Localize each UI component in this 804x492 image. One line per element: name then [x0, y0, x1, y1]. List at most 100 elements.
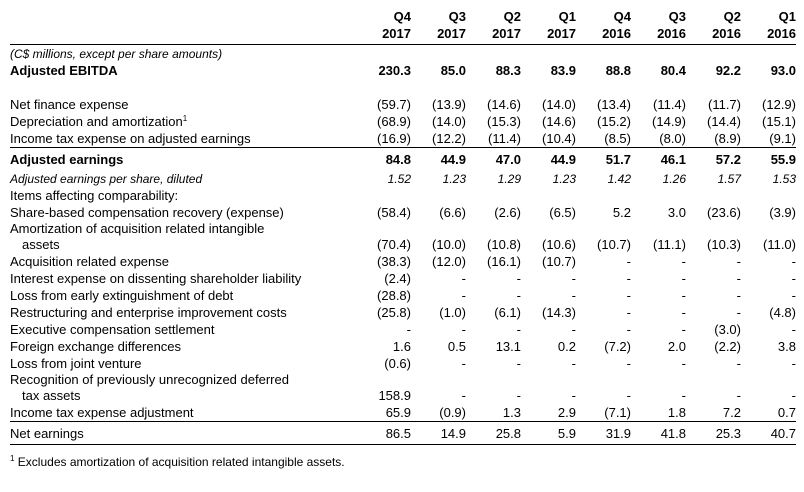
- value-cell: (16.1): [487, 254, 521, 269]
- value-cell: -: [461, 356, 466, 371]
- footnote-text: Excludes amortization of acquisition rel…: [17, 455, 345, 469]
- table-row: Income tax expense on adjusted earnings (…: [10, 130, 796, 148]
- value-cell: -: [791, 271, 796, 286]
- value-cell: (70.4): [377, 237, 411, 252]
- row-label-text: Adjusted earnings: [10, 152, 124, 167]
- value-cell: -: [736, 271, 741, 286]
- value-cell: -: [626, 305, 631, 320]
- value-cell: -: [626, 322, 631, 337]
- value-cell: (6.6): [439, 205, 466, 220]
- column-year: 2016: [686, 25, 741, 45]
- row-label-text: Items affecting comparability:: [10, 188, 179, 203]
- value-cell: 1.29: [497, 172, 521, 186]
- value-cell: -: [461, 288, 466, 303]
- column-year: 2017: [521, 25, 576, 45]
- table-row: Depreciation and amortization1 (68.9) (14.…: [10, 113, 796, 130]
- column-year: 2017: [411, 25, 466, 45]
- table-row: Adjusted EBITDA 230.3 85.0 88.3 83.9 88.8 80.4…: [10, 62, 796, 79]
- value-cell: (10.6): [542, 237, 576, 252]
- header-blank: [10, 25, 356, 45]
- value-cell: -: [736, 305, 741, 320]
- value-cell: -: [791, 356, 796, 371]
- table-row: Share-based compensation recovery (expen…: [10, 204, 796, 221]
- row-label-text: Share-based compensation recovery (expen…: [10, 205, 284, 220]
- value-cell: -: [626, 388, 631, 403]
- value-cell: 46.1: [631, 147, 686, 170]
- value-cell: -: [516, 356, 521, 371]
- value-cell: -: [681, 388, 686, 403]
- value-cell: (15.2): [597, 114, 631, 129]
- value-cell: (38.3): [377, 254, 411, 269]
- row-label-text: Loss from joint venture: [10, 356, 142, 371]
- row-label: Share-based compensation recovery (expen…: [10, 204, 356, 221]
- row-label: Restructuring and enterprise improvement…: [10, 304, 356, 321]
- column-quarter: Q2: [723, 9, 741, 24]
- value-cell: -: [681, 271, 686, 286]
- row-label-text: Foreign exchange differences: [10, 339, 182, 354]
- row-label: Items affecting comparability:: [10, 187, 796, 204]
- row-label: Recognition of previously unrecognized d…: [10, 372, 356, 404]
- value-cell: (8.9): [714, 131, 741, 146]
- value-cell: (8.5): [604, 131, 631, 146]
- value-cell: (12.0): [432, 254, 466, 269]
- value-cell: 0.2: [557, 339, 576, 354]
- value-cell: (10.0): [432, 237, 466, 252]
- value-cell: (2.6): [494, 205, 521, 220]
- row-label-line: tax assets: [22, 388, 81, 403]
- value-cell: (14.4): [707, 114, 741, 129]
- value-cell: -: [736, 288, 741, 303]
- row-label-text: Adjusted EBITDA: [10, 63, 118, 78]
- value-cell: 7.2: [722, 405, 741, 420]
- note-row: (C$ millions, except per share amounts): [10, 45, 796, 63]
- value-cell: 3.8: [777, 339, 796, 354]
- row-label-text: Adjusted earnings per share, diluted: [10, 172, 203, 186]
- value-cell: 13.1: [495, 339, 521, 354]
- value-cell: -: [791, 322, 796, 337]
- value-cell: (11.0): [763, 237, 796, 252]
- value-cell: 51.7: [576, 147, 631, 170]
- column-year: 2017: [356, 25, 411, 45]
- value-cell: (15.3): [487, 114, 521, 129]
- header-row: 2017 2017 2017 2017 2016 2016 2016 2016: [10, 25, 796, 45]
- value-cell: 85.0: [440, 63, 466, 78]
- value-cell: (10.3): [707, 237, 741, 252]
- value-cell: (6.1): [494, 305, 521, 320]
- value-cell: (11.4): [488, 131, 521, 146]
- value-cell: -: [791, 288, 796, 303]
- value-cell: -: [626, 356, 631, 371]
- row-label: Adjusted EBITDA: [10, 62, 356, 79]
- table-row: Amortization of acquisition related inta…: [10, 221, 796, 253]
- row-label-text: Acquisition related expense: [10, 254, 169, 269]
- column-quarter: Q4: [393, 9, 411, 24]
- value-cell: 1.8: [667, 405, 686, 420]
- value-cell: -: [571, 288, 576, 303]
- value-cell: 55.9: [741, 147, 796, 170]
- value-cell: -: [461, 388, 466, 403]
- value-cell: (68.9): [377, 114, 411, 129]
- row-label: Interest expense on dissenting sharehold…: [10, 270, 356, 287]
- value-cell: (1.0): [439, 305, 466, 320]
- value-cell: 1.57: [717, 172, 741, 186]
- value-cell: (0.6): [384, 356, 411, 371]
- value-cell: -: [791, 254, 796, 269]
- value-cell: (8.0): [659, 131, 686, 146]
- value-cell: 86.5: [356, 421, 411, 445]
- column-quarter: Q1: [558, 9, 576, 24]
- value-cell: (9.1): [769, 131, 796, 146]
- header-row: Q4 Q3 Q2 Q1 Q4 Q3 Q2 Q1: [10, 8, 796, 25]
- value-cell: (6.5): [549, 205, 576, 220]
- value-cell: 47.0: [466, 147, 521, 170]
- table-row: Income tax expense adjustment 65.9 (0.9) 1.…: [10, 404, 796, 422]
- value-cell: -: [571, 388, 576, 403]
- row-label-text: Income tax expense on adjusted earnings: [10, 131, 251, 146]
- value-cell: -: [571, 322, 576, 337]
- value-cell: (11.1): [653, 237, 686, 252]
- value-cell: (7.1): [604, 405, 631, 420]
- value-cell: (11.7): [708, 97, 741, 112]
- value-cell: 25.3: [686, 421, 741, 445]
- value-cell: (7.2): [604, 339, 631, 354]
- value-cell: (2.4): [384, 271, 411, 286]
- row-label: Adjusted earnings: [10, 147, 356, 170]
- value-cell: 1.23: [552, 172, 576, 186]
